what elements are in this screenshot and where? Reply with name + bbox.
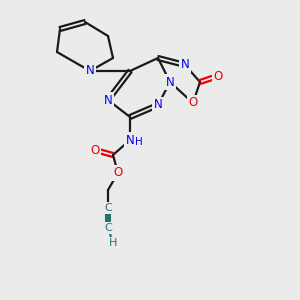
Text: H: H xyxy=(109,238,117,248)
Text: O: O xyxy=(188,97,198,110)
Text: H: H xyxy=(135,137,143,147)
Text: O: O xyxy=(213,70,223,83)
Text: O: O xyxy=(113,167,123,179)
Text: N: N xyxy=(181,58,189,71)
Text: C: C xyxy=(104,223,112,233)
Text: N: N xyxy=(126,134,134,146)
Text: O: O xyxy=(90,143,100,157)
Text: N: N xyxy=(85,64,94,77)
Text: N: N xyxy=(154,98,162,112)
Text: C: C xyxy=(104,203,112,213)
Text: N: N xyxy=(166,76,174,88)
Text: N: N xyxy=(103,94,112,106)
